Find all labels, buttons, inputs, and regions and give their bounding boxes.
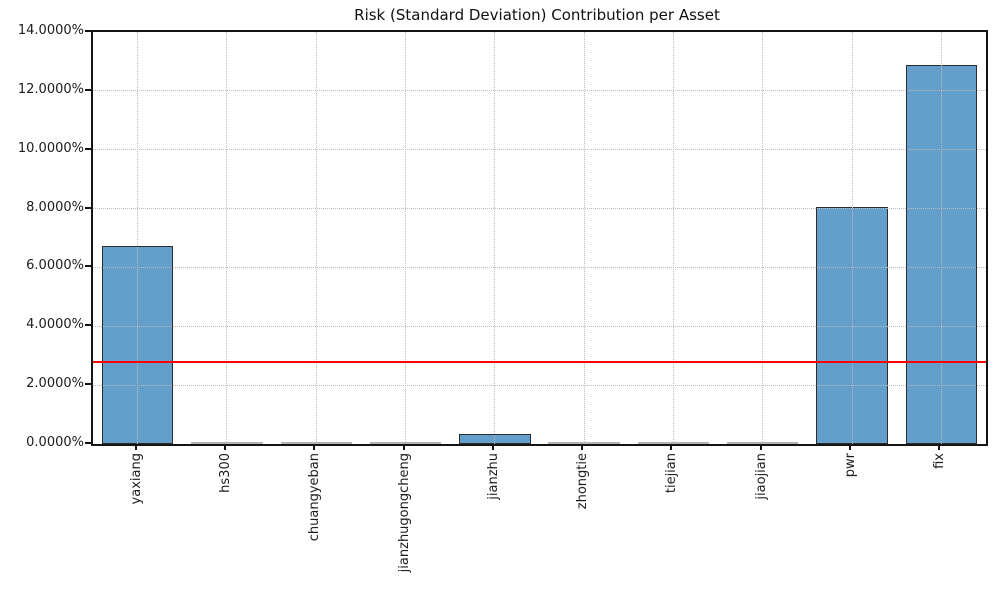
y-tick-mark	[85, 88, 91, 91]
chart-title: Risk (Standard Deviation) Contribution p…	[354, 6, 720, 24]
x-tick-label-yaxiang: yaxiang	[128, 453, 144, 505]
y-tick-label: 4.0000%	[26, 317, 84, 333]
y-tick-label: 12.0000%	[17, 81, 84, 97]
x-tick-mark	[223, 444, 226, 450]
y-tick-label: 14.0000%	[17, 23, 84, 38]
y-tick-mark	[85, 324, 91, 327]
gridline-vertical	[583, 32, 585, 444]
y-tick-mark	[85, 383, 91, 386]
gridline-vertical	[137, 32, 139, 444]
mean-risk-line	[93, 360, 986, 363]
y-tick-mark	[85, 147, 91, 150]
x-tick-label-hs300: hs300	[217, 453, 233, 493]
x-tick-mark	[581, 444, 584, 450]
gridline-horizontal	[93, 325, 986, 327]
gridline-vertical	[226, 32, 228, 444]
y-tick-mark	[85, 206, 91, 209]
y-tick-label: 10.0000%	[17, 140, 84, 156]
x-tick-mark	[849, 444, 852, 450]
y-tick-mark	[85, 442, 91, 444]
x-tick-mark	[134, 444, 137, 450]
y-tick-label: 6.0000%	[26, 258, 84, 274]
y-tick-label: 2.0000%	[26, 376, 84, 392]
x-tick-label-zhongtie: zhongtie	[575, 453, 591, 510]
x-tick-mark	[402, 444, 405, 450]
gridline-horizontal	[93, 149, 986, 151]
x-tick-label-jianzhugongcheng: jianzhugongcheng	[396, 453, 412, 573]
gridline-vertical	[672, 32, 674, 444]
gridline-vertical	[762, 32, 764, 444]
y-tick-mark	[85, 265, 91, 268]
x-tick-label-pwr: pwr	[843, 453, 859, 478]
x-tick-label-jianzhu: jianzhu	[485, 453, 501, 500]
x-tick-mark	[670, 444, 673, 450]
gridline-horizontal	[93, 384, 986, 386]
x-tick-label-jiaojian: jiaojian	[753, 453, 769, 500]
x-tick-label-tiejian: tiejian	[664, 453, 680, 494]
x-tick-mark	[491, 444, 494, 450]
gridline-vertical	[405, 32, 407, 444]
gridline-horizontal	[93, 208, 986, 210]
gridline-vertical	[315, 32, 317, 444]
x-tick-mark	[938, 444, 941, 450]
x-tick-label-chuangyeban: chuangyeban	[307, 453, 323, 542]
gridline-horizontal	[93, 266, 986, 268]
gridlines-layer	[93, 32, 986, 444]
gridline-horizontal	[93, 90, 986, 92]
x-tick-mark	[313, 444, 316, 450]
gridline-vertical	[494, 32, 496, 444]
gridline-vertical	[940, 32, 942, 444]
annotation-layer	[93, 32, 986, 444]
gridline-vertical	[851, 32, 853, 444]
y-tick-label: 8.0000%	[26, 199, 84, 215]
x-tick-label-fix: fix	[932, 453, 948, 469]
y-tick-label: 0.0000%	[26, 435, 84, 450]
y-tick-mark	[85, 30, 91, 32]
x-tick-mark	[759, 444, 762, 450]
plot-area	[91, 30, 988, 446]
